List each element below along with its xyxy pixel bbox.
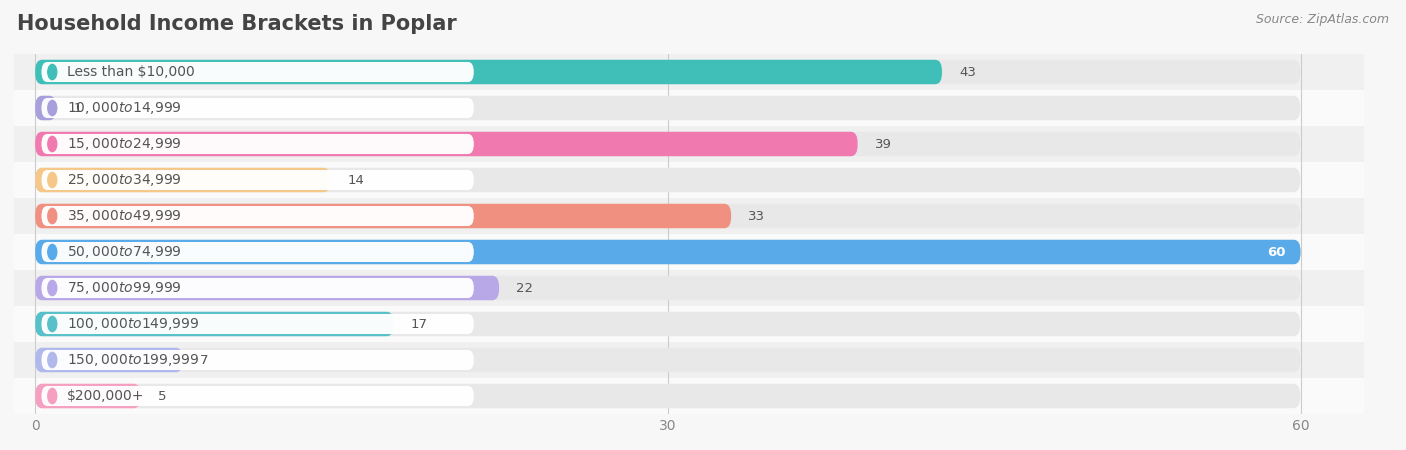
Text: $10,000 to $14,999: $10,000 to $14,999 xyxy=(67,100,181,116)
FancyBboxPatch shape xyxy=(14,306,1364,342)
Text: 60: 60 xyxy=(1267,246,1286,258)
Circle shape xyxy=(48,136,56,152)
FancyBboxPatch shape xyxy=(42,314,474,334)
FancyBboxPatch shape xyxy=(35,348,1301,372)
Text: $75,000 to $99,999: $75,000 to $99,999 xyxy=(67,280,181,296)
Text: 43: 43 xyxy=(959,66,976,78)
FancyBboxPatch shape xyxy=(35,168,330,192)
Text: $15,000 to $24,999: $15,000 to $24,999 xyxy=(67,136,181,152)
FancyBboxPatch shape xyxy=(42,278,474,298)
Text: $25,000 to $34,999: $25,000 to $34,999 xyxy=(67,172,181,188)
Circle shape xyxy=(48,388,56,404)
FancyBboxPatch shape xyxy=(14,378,1364,414)
Circle shape xyxy=(48,64,56,80)
Text: Source: ZipAtlas.com: Source: ZipAtlas.com xyxy=(1256,14,1389,27)
FancyBboxPatch shape xyxy=(35,384,1301,408)
FancyBboxPatch shape xyxy=(42,98,474,118)
Text: 5: 5 xyxy=(157,390,166,402)
Text: Household Income Brackets in Poplar: Household Income Brackets in Poplar xyxy=(17,14,457,33)
Text: $150,000 to $199,999: $150,000 to $199,999 xyxy=(67,352,200,368)
Circle shape xyxy=(48,172,56,188)
Text: 17: 17 xyxy=(411,318,427,330)
FancyBboxPatch shape xyxy=(35,276,1301,300)
FancyBboxPatch shape xyxy=(35,96,1301,120)
Text: $100,000 to $149,999: $100,000 to $149,999 xyxy=(67,316,200,332)
FancyBboxPatch shape xyxy=(14,90,1364,126)
Text: 22: 22 xyxy=(516,282,533,294)
Circle shape xyxy=(48,316,56,332)
FancyBboxPatch shape xyxy=(35,384,141,408)
FancyBboxPatch shape xyxy=(14,198,1364,234)
FancyBboxPatch shape xyxy=(35,132,1301,156)
FancyBboxPatch shape xyxy=(35,60,1301,84)
FancyBboxPatch shape xyxy=(42,134,474,154)
FancyBboxPatch shape xyxy=(35,240,1301,264)
FancyBboxPatch shape xyxy=(35,312,394,336)
FancyBboxPatch shape xyxy=(35,276,499,300)
FancyBboxPatch shape xyxy=(35,168,1301,192)
Text: $35,000 to $49,999: $35,000 to $49,999 xyxy=(67,208,181,224)
FancyBboxPatch shape xyxy=(42,386,474,406)
FancyBboxPatch shape xyxy=(14,270,1364,306)
Circle shape xyxy=(48,208,56,224)
Text: 39: 39 xyxy=(875,138,891,150)
FancyBboxPatch shape xyxy=(35,312,1301,336)
Text: 7: 7 xyxy=(200,354,208,366)
Text: $200,000+: $200,000+ xyxy=(67,389,145,403)
FancyBboxPatch shape xyxy=(35,240,1301,264)
Text: 14: 14 xyxy=(347,174,364,186)
FancyBboxPatch shape xyxy=(14,234,1364,270)
FancyBboxPatch shape xyxy=(35,204,1301,228)
FancyBboxPatch shape xyxy=(42,62,474,82)
Text: 1: 1 xyxy=(73,102,82,114)
Circle shape xyxy=(48,100,56,116)
FancyBboxPatch shape xyxy=(35,60,942,84)
FancyBboxPatch shape xyxy=(42,242,474,262)
FancyBboxPatch shape xyxy=(14,54,1364,90)
Circle shape xyxy=(48,352,56,368)
FancyBboxPatch shape xyxy=(35,96,56,120)
FancyBboxPatch shape xyxy=(42,206,474,226)
Text: Less than $10,000: Less than $10,000 xyxy=(67,65,195,79)
FancyBboxPatch shape xyxy=(35,204,731,228)
FancyBboxPatch shape xyxy=(14,126,1364,162)
Circle shape xyxy=(48,280,56,296)
FancyBboxPatch shape xyxy=(35,348,183,372)
FancyBboxPatch shape xyxy=(14,342,1364,378)
FancyBboxPatch shape xyxy=(42,170,474,190)
FancyBboxPatch shape xyxy=(35,132,858,156)
Circle shape xyxy=(48,244,56,260)
Text: 33: 33 xyxy=(748,210,765,222)
Text: $50,000 to $74,999: $50,000 to $74,999 xyxy=(67,244,181,260)
FancyBboxPatch shape xyxy=(42,350,474,370)
FancyBboxPatch shape xyxy=(14,162,1364,198)
